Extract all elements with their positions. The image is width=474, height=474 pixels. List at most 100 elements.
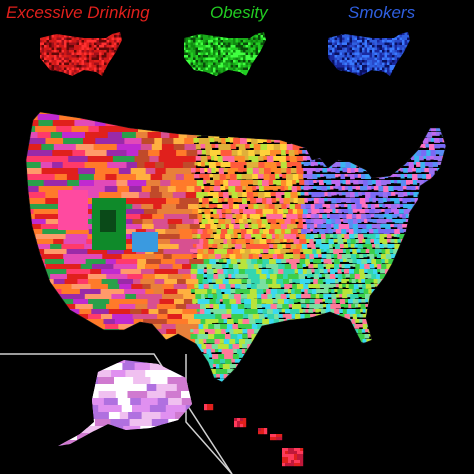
county-cell bbox=[421, 150, 427, 157]
county-cell bbox=[329, 249, 334, 254]
county-cell bbox=[371, 259, 377, 266]
mini-county-cell bbox=[382, 35, 385, 38]
mini-county-cell bbox=[81, 35, 85, 38]
county-cell bbox=[212, 198, 219, 203]
mini-county-cell bbox=[116, 47, 120, 51]
county-cell bbox=[67, 180, 80, 190]
mini-county-cell bbox=[37, 63, 40, 66]
mini-county-cell bbox=[260, 70, 264, 73]
county-cell bbox=[330, 192, 335, 196]
mini-county-cell bbox=[193, 42, 196, 46]
county-cell bbox=[284, 186, 289, 191]
mini-county-cell bbox=[64, 72, 67, 76]
mini-county-cell bbox=[61, 65, 65, 68]
county-cell bbox=[251, 224, 259, 231]
county-cell bbox=[310, 126, 315, 131]
mini-county-cell bbox=[193, 45, 196, 48]
mini-county-cell bbox=[61, 47, 65, 51]
mini-county-cell bbox=[384, 55, 388, 58]
mini-county-cell bbox=[228, 37, 231, 41]
county-cell bbox=[272, 120, 280, 127]
county-cell bbox=[431, 299, 437, 304]
county-cell bbox=[395, 162, 399, 165]
mini-county-cell bbox=[178, 75, 181, 78]
county-cell bbox=[306, 214, 312, 218]
county-cell bbox=[361, 204, 365, 208]
mini-county-cell bbox=[240, 55, 244, 58]
county-cell bbox=[330, 168, 336, 173]
mini-county-cell bbox=[94, 52, 97, 56]
mini-county-cell bbox=[246, 78, 249, 81]
mini-county-cell bbox=[198, 32, 201, 36]
county-cell bbox=[416, 244, 421, 248]
county-cell bbox=[138, 112, 148, 117]
mini-county-cell bbox=[347, 67, 350, 71]
mini-county-cell bbox=[255, 55, 259, 58]
mini-county-cell bbox=[233, 78, 236, 81]
county-cell bbox=[445, 132, 446, 136]
mini-county-cell bbox=[394, 70, 398, 73]
county-cell bbox=[381, 156, 386, 161]
county-cell bbox=[340, 198, 347, 203]
county-cell bbox=[313, 180, 317, 183]
mini-county-cell bbox=[248, 32, 251, 33]
county-cell bbox=[242, 214, 248, 220]
county-cell bbox=[294, 269, 299, 274]
mini-county-cell bbox=[362, 32, 365, 36]
mini-county-cell bbox=[121, 32, 122, 36]
mini-county-cell bbox=[322, 38, 325, 41]
mini-county-cell bbox=[397, 47, 400, 51]
mini-county-cell bbox=[116, 40, 120, 43]
mini-county-cell bbox=[69, 70, 72, 73]
county-cell bbox=[391, 284, 395, 288]
county-cell bbox=[391, 254, 396, 259]
mini-county-cell bbox=[354, 32, 358, 36]
mini-county-cell bbox=[121, 72, 122, 76]
county-cell bbox=[447, 234, 451, 240]
mini-county-cell bbox=[255, 45, 259, 48]
county-cell bbox=[253, 144, 261, 154]
county-cell bbox=[360, 144, 366, 149]
county-cell bbox=[373, 229, 379, 234]
mini-county-cell bbox=[387, 78, 390, 81]
mini-county-cell bbox=[329, 35, 333, 38]
mini-county-cell bbox=[205, 52, 209, 56]
county-cell bbox=[270, 168, 275, 173]
county-cell bbox=[248, 314, 254, 321]
county-cell bbox=[319, 289, 324, 293]
county-cell bbox=[310, 150, 315, 156]
mini-county-cell bbox=[364, 75, 368, 76]
mini-county-cell bbox=[405, 78, 408, 81]
county-cell bbox=[298, 274, 306, 280]
mini-county-cell bbox=[46, 57, 50, 61]
county-cell bbox=[301, 162, 305, 165]
mini-county-cell bbox=[198, 50, 201, 53]
county-cell bbox=[388, 309, 394, 315]
county-cell bbox=[202, 214, 206, 219]
county-cell bbox=[318, 198, 325, 204]
county-cell bbox=[211, 156, 215, 161]
county-cell bbox=[195, 144, 201, 150]
mini-county-cell bbox=[387, 62, 390, 66]
county-cell bbox=[415, 224, 421, 228]
mini-county-cell bbox=[367, 35, 370, 38]
mini-county-cell bbox=[205, 45, 209, 48]
mini-county-cell bbox=[349, 32, 353, 33]
county-cell bbox=[287, 274, 295, 280]
county-cell bbox=[444, 314, 446, 321]
mini-county-cell bbox=[121, 42, 122, 46]
county-cell bbox=[295, 309, 300, 314]
mini-county-cell bbox=[79, 40, 82, 43]
county-cell bbox=[363, 180, 369, 187]
county-cell bbox=[442, 112, 446, 114]
mini-county-cell bbox=[362, 32, 365, 33]
county-cell bbox=[226, 112, 234, 117]
mini-county-cell bbox=[387, 47, 390, 51]
mini-county-cell bbox=[379, 62, 383, 66]
mini-county-cell bbox=[238, 57, 241, 61]
mini-county-cell bbox=[40, 52, 42, 56]
mini-county-cell bbox=[196, 78, 199, 81]
mini-county-cell bbox=[402, 67, 405, 71]
county-cell bbox=[315, 239, 322, 245]
mini-county-cell bbox=[46, 35, 50, 38]
